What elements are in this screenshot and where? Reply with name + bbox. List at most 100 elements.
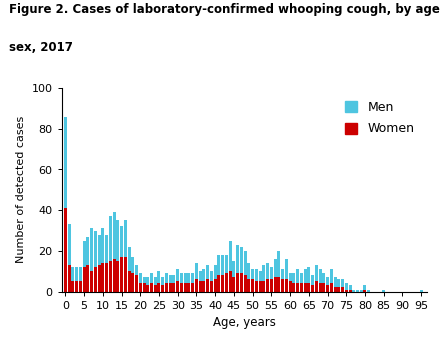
Bar	[64, 208, 67, 292]
Bar	[206, 279, 209, 292]
Bar	[214, 279, 216, 292]
Bar	[330, 283, 333, 292]
Bar	[202, 269, 205, 281]
Bar	[143, 283, 146, 292]
Bar	[311, 275, 314, 285]
Bar	[363, 290, 367, 292]
Bar	[158, 283, 161, 292]
Bar	[199, 271, 202, 281]
Bar	[334, 287, 337, 292]
Bar	[180, 273, 183, 283]
Bar	[348, 290, 352, 292]
Bar	[206, 265, 209, 279]
Bar	[289, 273, 292, 281]
Bar	[251, 279, 254, 292]
Bar	[64, 117, 67, 208]
Bar	[217, 275, 220, 292]
Bar	[150, 273, 153, 283]
Bar	[214, 265, 216, 279]
Bar	[131, 273, 134, 292]
Bar	[105, 263, 108, 292]
Bar	[71, 267, 74, 281]
Bar	[221, 275, 224, 292]
Bar	[382, 290, 385, 292]
Bar	[304, 283, 307, 292]
Bar	[296, 283, 299, 292]
Bar	[169, 275, 172, 283]
Bar	[345, 283, 348, 290]
Bar	[71, 281, 74, 292]
Bar	[266, 263, 269, 279]
Bar	[94, 267, 97, 292]
Bar	[202, 281, 205, 292]
Bar	[240, 247, 243, 273]
Bar	[146, 277, 149, 285]
Bar	[266, 279, 269, 292]
Bar	[360, 290, 363, 292]
Bar	[289, 281, 292, 292]
Bar	[274, 259, 277, 277]
Bar	[187, 273, 191, 283]
Bar	[105, 235, 108, 263]
Bar	[86, 265, 89, 292]
Bar	[247, 279, 250, 292]
Text: sex, 2017: sex, 2017	[9, 41, 73, 54]
Bar	[143, 277, 146, 283]
Text: Figure 2. Cases of laboratory-confirmed whooping cough, by age and: Figure 2. Cases of laboratory-confirmed …	[9, 3, 440, 16]
Bar	[334, 277, 337, 287]
Bar	[120, 226, 123, 257]
Bar	[352, 290, 355, 292]
Bar	[326, 285, 329, 292]
Bar	[277, 277, 280, 292]
Bar	[169, 283, 172, 292]
Bar	[124, 257, 127, 292]
Bar	[341, 287, 344, 292]
Bar	[98, 265, 101, 292]
Bar	[221, 255, 224, 275]
Bar	[232, 277, 235, 292]
Bar	[225, 273, 228, 292]
Bar	[184, 283, 187, 292]
Y-axis label: Number of detected cases: Number of detected cases	[16, 116, 26, 263]
Bar	[124, 220, 127, 257]
Bar	[195, 279, 198, 292]
Bar	[300, 273, 303, 283]
Bar	[68, 224, 70, 265]
Bar	[128, 247, 131, 271]
Bar	[244, 251, 247, 275]
Bar	[191, 283, 194, 292]
Bar	[180, 283, 183, 292]
Bar	[113, 259, 116, 292]
Bar	[281, 269, 284, 279]
Bar	[90, 228, 93, 271]
Bar	[158, 271, 161, 283]
Bar	[184, 273, 187, 283]
Bar	[161, 285, 164, 292]
Bar	[345, 290, 348, 292]
Bar	[270, 279, 273, 292]
Bar	[251, 269, 254, 279]
Bar	[281, 279, 284, 292]
Bar	[98, 235, 101, 265]
Bar	[311, 285, 314, 292]
Bar	[322, 273, 325, 283]
Bar	[307, 283, 310, 292]
Bar	[101, 228, 104, 263]
Bar	[116, 261, 119, 292]
Bar	[83, 267, 85, 292]
Bar	[139, 283, 142, 292]
Bar	[128, 271, 131, 292]
Bar	[172, 275, 176, 283]
Bar	[262, 281, 265, 292]
Bar	[187, 283, 191, 292]
Bar	[154, 277, 157, 285]
Bar	[109, 261, 112, 292]
Bar	[356, 290, 359, 292]
Bar	[337, 287, 340, 292]
Bar	[191, 273, 194, 283]
Bar	[367, 290, 370, 292]
Bar	[292, 283, 295, 292]
Bar	[94, 231, 97, 267]
Bar	[341, 279, 344, 287]
Bar	[296, 269, 299, 283]
